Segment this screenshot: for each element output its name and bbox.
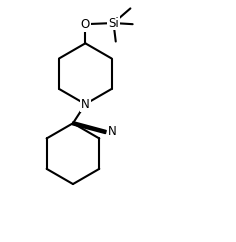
Text: O: O (81, 18, 90, 31)
Text: N: N (108, 126, 116, 138)
Text: Si: Si (108, 16, 119, 30)
Text: N: N (81, 98, 90, 111)
